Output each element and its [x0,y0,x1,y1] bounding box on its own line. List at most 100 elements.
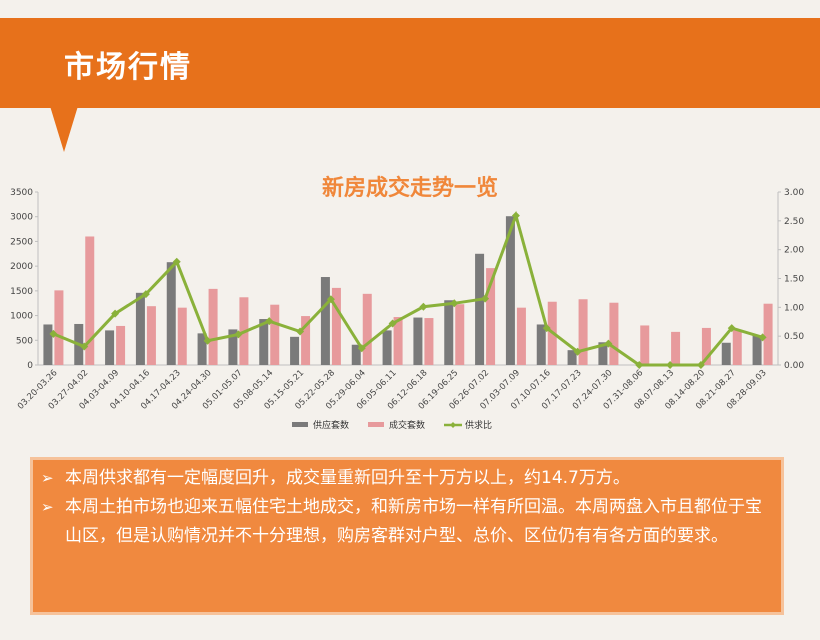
bar-deal [609,302,619,365]
bar-deal [54,290,64,365]
bar-supply [413,317,423,365]
ratio-point [296,327,305,336]
ratio-point [111,309,120,318]
y2-tick-label: 1.50 [784,275,804,285]
legend-swatch [292,422,308,427]
bar-supply [135,292,145,365]
ratio-point [357,344,366,353]
header-banner [0,18,820,108]
ratio-point [326,295,335,304]
bar-deal [85,236,95,365]
y-tick-label: 2000 [10,262,33,272]
combo-chart: 0 500 1000 1500 2000 2500 3000 3500 0.00 0.50 1.00… [10,188,804,431]
ratio-point [49,329,58,338]
bar-deal [424,318,434,365]
y2-tick-label: 2.50 [784,217,804,227]
bar-deal [455,304,465,365]
ratio-point [758,333,767,342]
bar-supply [475,253,485,365]
ratio-point [388,319,397,328]
bar-deal [763,303,773,365]
y2-tick-label: 0.50 [784,332,804,342]
bar-supply [721,342,731,365]
bar-deal [393,317,403,365]
ratio-point [419,302,428,311]
bar-supply [567,350,577,365]
ratio-point [696,361,705,369]
bar-deal [208,288,218,365]
bar-deal [578,299,588,365]
bar-supply [444,300,454,365]
page-title: 市场行情 [64,50,192,85]
bar-supply [598,342,608,365]
arrow-bullet-icon: ➢ [41,469,54,487]
summary-text-1: 本周供求都有一定幅度回升，成交量重新回升至十万方以上，约14.7万方。 [65,468,630,488]
ratio-point [203,336,212,345]
ratio-point [635,361,644,369]
y-tick-label: 2500 [10,237,33,247]
ratio-point [141,290,150,299]
y-tick-label: 3500 [10,188,33,198]
bar-supply [105,330,115,365]
bar-deal [146,306,156,365]
ratio-point [265,317,274,326]
bar-deal [701,327,711,365]
bar-supply [320,277,330,365]
bar-deal [362,293,372,365]
ratio-point [727,324,736,333]
bar-deal [331,287,341,365]
ratio-point [80,342,89,351]
legend-label: 成交套数 [389,419,425,431]
chart-title: 新房成交走势一览 [321,176,498,201]
bar-supply [166,262,176,365]
y2-tick-label: 3.00 [784,188,804,198]
bar-deal [732,330,742,365]
bar-supply [43,324,53,365]
ratio-point [172,257,181,266]
y-tick-label: 1500 [10,287,33,297]
ratio-line [52,210,764,367]
y2-tick-label: 1.00 [784,303,804,313]
bar-supply [752,335,762,365]
y2-tick-label: 0.00 [784,361,804,371]
y-tick-label: 0 [27,361,33,371]
ratio-point [573,347,582,356]
legend-swatch [368,422,384,427]
bar-supply [505,216,515,365]
ratio-point [604,339,613,348]
legend-label: 供应套数 [313,419,349,431]
bar-deal [671,331,681,365]
ratio-point [450,299,459,308]
bar-supply [351,344,361,365]
y-tick-label: 3000 [10,213,33,223]
arrow-bullet-icon: ➢ [41,498,54,516]
bar-deal [301,316,311,365]
ratio-point [542,324,551,333]
bar-deal [516,307,526,365]
ratio-point [481,294,490,303]
summary-point-2: ➢ 本周土拍市场也迎来五幅住宅土地成交，和新房市场一样有所回温。本周两盘入市且都… [33,493,781,551]
legend-label: 供求比 [465,419,492,431]
bar-deal [116,325,126,365]
bar-deal [640,325,650,365]
bar-supply [290,336,300,365]
bar-deal [270,304,280,365]
legend-marker [450,422,456,428]
header-pointer [50,106,78,152]
bar-deal [486,268,496,365]
ratio-point [666,361,675,369]
bar-deal [177,307,187,365]
bar-supply [536,324,546,365]
bar-supply [228,329,238,365]
summary-box: ➢ 本周供求都有一定幅度回升，成交量重新回升至十万方以上，约14.7万方。 ➢ … [33,460,781,612]
summary-point-1: ➢ 本周供求都有一定幅度回升，成交量重新回升至十万方以上，约14.7万方。 [33,464,781,493]
y-tick-label: 500 [16,336,33,346]
bar-supply [382,330,392,365]
summary-text-2: 本周土拍市场也迎来五幅住宅土地成交，和新房市场一样有所回温。本周两盘入市且都位于… [65,497,762,546]
ratio-point [234,330,243,339]
y2-tick-label: 2.00 [784,246,804,256]
y-tick-label: 1000 [10,312,33,322]
bar-supply [259,319,269,365]
bar-supply [197,333,207,365]
ratio-point [511,211,520,220]
